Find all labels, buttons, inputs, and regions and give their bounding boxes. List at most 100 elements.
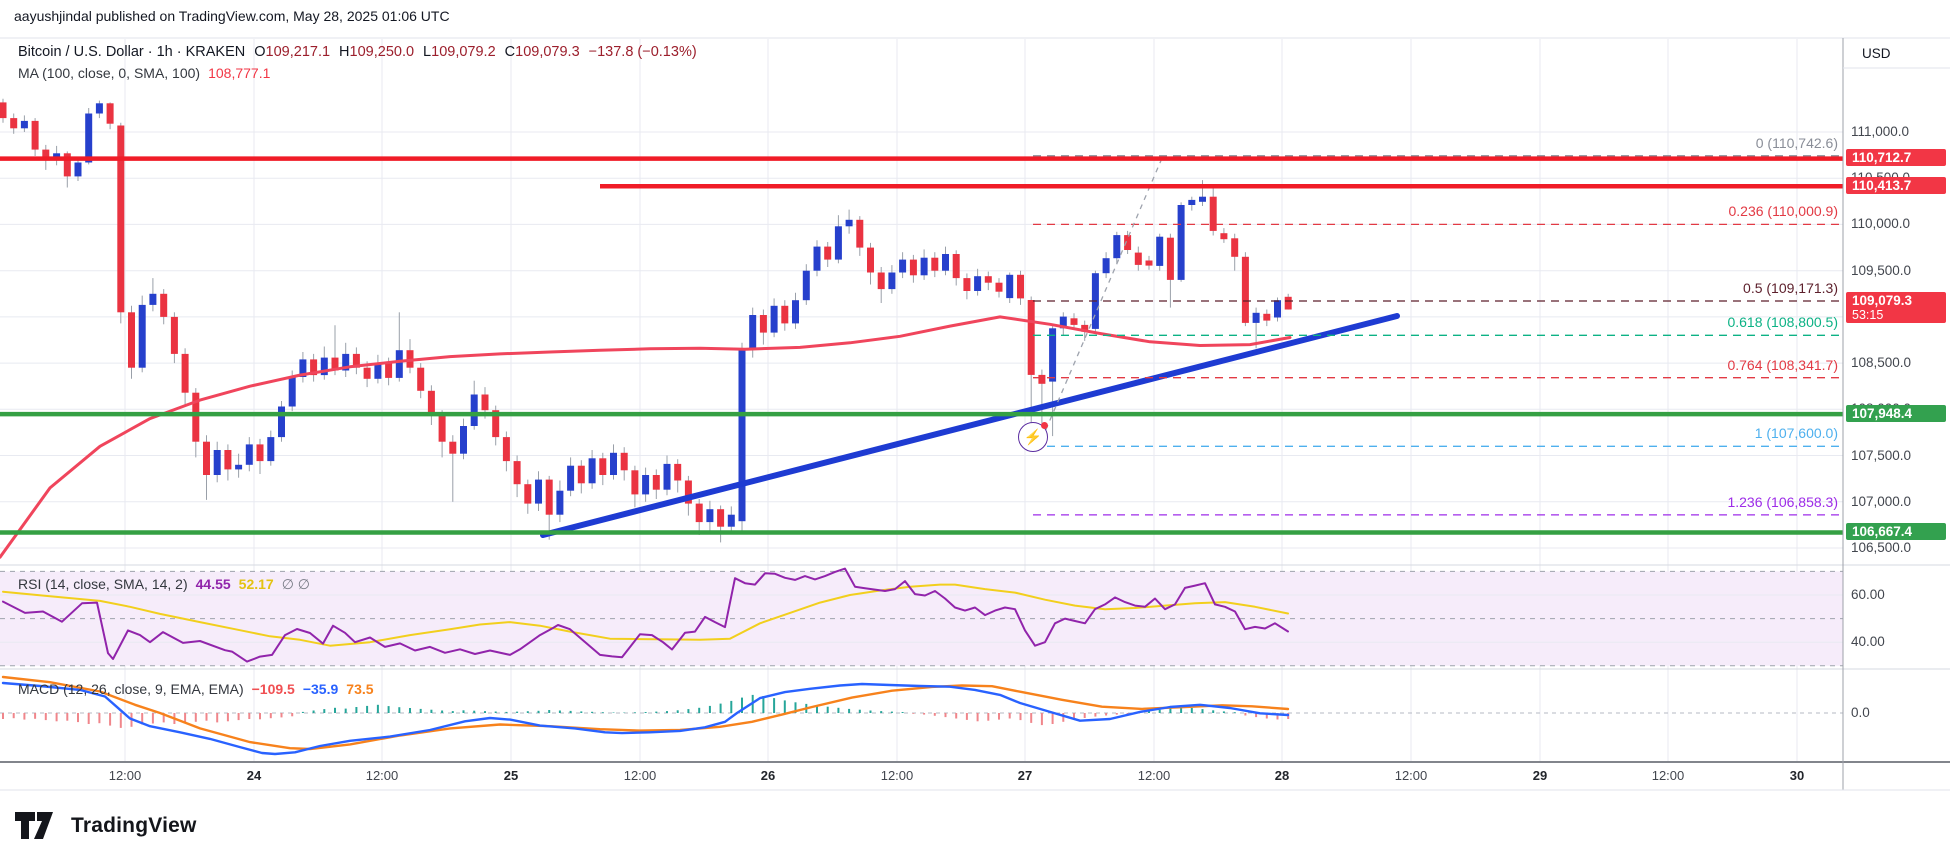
macd-indicator-row[interactable]: MACD (12, 26, close, 9, EMA, EMA) −109.5−…	[18, 681, 374, 697]
candle-body	[888, 272, 896, 290]
fib-level-label[interactable]: 1.236 (106,858.3)	[1727, 493, 1838, 510]
time-axis-tick[interactable]: 26	[760, 768, 776, 783]
candle-body	[867, 247, 874, 273]
candle-body	[1263, 313, 1271, 321]
notification-dot	[1041, 422, 1048, 429]
candle-body	[224, 450, 232, 470]
price-axis-tick[interactable]: 109,500.0	[1851, 262, 1912, 278]
time-axis-tick[interactable]: 25	[503, 768, 519, 783]
candle-body	[299, 359, 307, 377]
candle-body	[749, 315, 757, 350]
rsi-axis-tick[interactable]: 40.00	[1851, 634, 1885, 650]
price-axis-tick[interactable]: 108,500.0	[1851, 355, 1912, 371]
lightning-icon: ⚡	[1023, 429, 1043, 446]
price-scale-currency[interactable]: USD	[1862, 46, 1891, 61]
candle-body	[1070, 318, 1078, 325]
candle-body	[138, 304, 146, 368]
rsi-line	[2, 567, 1289, 663]
time-axis-tick[interactable]: 12:00	[108, 768, 142, 783]
candle-body	[524, 484, 532, 504]
time-axis-tick[interactable]: 30	[1789, 768, 1805, 783]
candle-body	[631, 470, 639, 495]
price-badge[interactable]: 109,079.3 53:15	[1846, 291, 1946, 323]
fib-level-label[interactable]: 0.5 (109,171.3)	[1743, 280, 1838, 296]
price-axis-tick[interactable]: 110,000.0	[1851, 216, 1911, 232]
candle-body	[942, 254, 949, 271]
time-axis-tick[interactable]: 24	[246, 768, 262, 783]
macd-axis-tick[interactable]: 0.0	[1851, 705, 1870, 720]
candle-body	[1017, 274, 1024, 299]
ma-label: MA (100, close, 0, SMA, 100)	[18, 65, 201, 81]
candle-body	[695, 503, 703, 523]
time-axis-tick[interactable]: 12:00	[1394, 768, 1428, 783]
candle-body	[1252, 312, 1260, 323]
time-axis-tick[interactable]: 29	[1532, 768, 1548, 783]
candle-body	[652, 475, 660, 490]
time-axis-tick[interactable]: 28	[1274, 768, 1290, 783]
candle-body	[877, 272, 885, 290]
candle-body	[427, 390, 435, 416]
candle-body	[535, 479, 542, 504]
candle-body	[256, 444, 264, 462]
price-badge[interactable]: 107,948.4	[1846, 404, 1946, 422]
fib-level-label[interactable]: 0.236 (110,000.9)	[1728, 203, 1839, 220]
tradingview-branding[interactable]: TradingView	[15, 812, 197, 839]
ma-indicator-row[interactable]: MA (100, close, 0, SMA, 100) 108,777.1	[18, 65, 270, 81]
fib-level-label[interactable]: 1 (107,600.0)	[1754, 425, 1838, 442]
candle-body	[995, 282, 1003, 292]
candle-body	[278, 406, 285, 438]
rsi-pane-layer	[2, 567, 1289, 663]
ohlc-segment: C109,079.3	[504, 44, 580, 60]
ascending-trendline	[540, 313, 1400, 538]
candle-body	[342, 353, 350, 371]
candle-body	[1081, 324, 1089, 332]
candle-body	[1241, 256, 1249, 323]
rsi-axis-tick[interactable]: 60.00	[1851, 587, 1885, 602]
candle-body	[588, 458, 596, 484]
price-axis-tick[interactable]: 106,500.0	[1851, 540, 1912, 555]
price-badge[interactable]: 110,413.7	[1846, 176, 1946, 194]
candle-body	[792, 300, 799, 324]
quick-action-bolt-button[interactable]: ⚡	[1018, 422, 1048, 452]
fib-level-label[interactable]: 0.764 (108,341.7)	[1727, 356, 1838, 373]
candle-body	[352, 353, 360, 368]
price-axis-tick[interactable]: 107,000.0	[1851, 493, 1912, 509]
candle-body	[984, 276, 992, 283]
candle-body	[106, 103, 114, 124]
candle-body	[899, 259, 907, 273]
candle-body	[802, 270, 810, 301]
candle-body	[502, 437, 510, 462]
time-axis-tick[interactable]: 12:00	[1651, 768, 1685, 783]
candle-body	[1113, 235, 1121, 259]
price-badge[interactable]: 106,667.4	[1846, 523, 1946, 540]
candle-body	[385, 363, 393, 378]
time-axis-tick[interactable]: 12:00	[623, 768, 657, 783]
time-axis-tick[interactable]: 12:00	[880, 768, 914, 783]
candle-body	[1188, 199, 1196, 205]
rsi-indicator-row[interactable]: RSI (14, close, SMA, 14, 2) 44.55 52.17 ∅ ∅	[18, 576, 310, 593]
change-value: −137.8 (−0.13%)	[588, 44, 697, 60]
time-axis-tick[interactable]: 27	[1017, 768, 1033, 783]
ohlc-segment: H109,250.0	[339, 44, 415, 60]
candle-body	[267, 437, 275, 462]
candle-body	[1209, 196, 1217, 231]
candle-body	[663, 463, 671, 490]
price-axis-tick[interactable]: 111,000.0	[1851, 124, 1910, 139]
candle-body	[235, 464, 243, 470]
symbol-title[interactable]: Bitcoin / U.S. Dollar · 1h · KRAKEN	[18, 44, 246, 60]
candle-body	[513, 461, 521, 485]
candle-body	[331, 357, 339, 371]
time-axis-tick[interactable]: 12:00	[365, 768, 399, 783]
candle-body	[738, 349, 746, 522]
candle-body	[481, 394, 489, 411]
fib-level-label[interactable]: 0 (110,742.6)	[1755, 134, 1838, 151]
price-badge[interactable]: 110,712.7	[1846, 149, 1946, 167]
time-axis-tick[interactable]: 12:00	[1137, 768, 1171, 783]
candle-body	[74, 162, 82, 177]
rsi-ma-line	[2, 583, 1289, 647]
candle-body	[213, 450, 221, 475]
price-axis-tick[interactable]: 107,500.0	[1851, 447, 1912, 463]
fib-level-label[interactable]: 0.618 (108,800.5)	[1727, 314, 1838, 331]
